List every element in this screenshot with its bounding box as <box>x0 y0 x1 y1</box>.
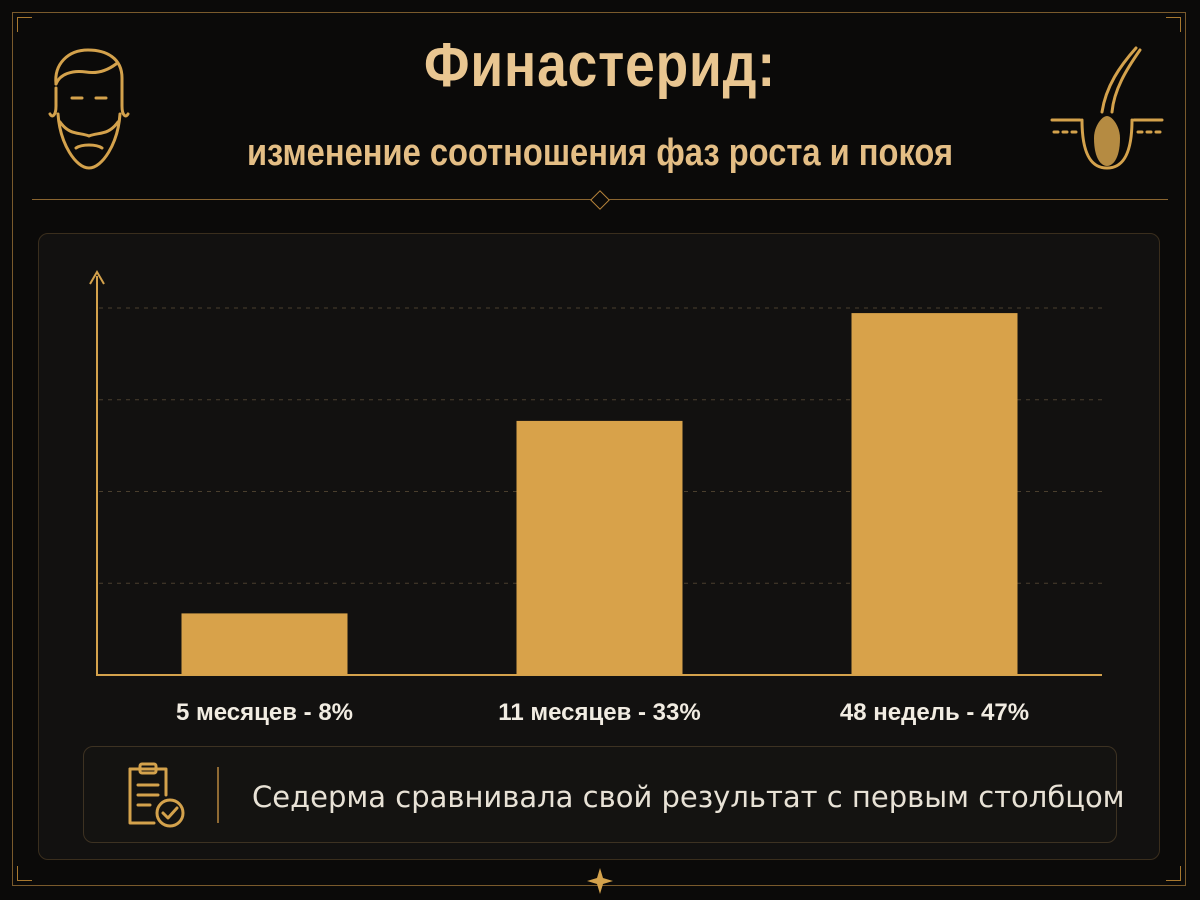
note-box: Седерма сравнивала свой результат с перв… <box>83 746 1125 843</box>
bar-1 <box>181 613 348 675</box>
note-text: Седерма сравнивала свой результат с перв… <box>252 780 1125 814</box>
note-divider <box>217 767 219 823</box>
sparkle-star-icon <box>587 868 613 894</box>
bar-2 <box>516 420 683 675</box>
x-tick-label: 48 недель - 47% <box>840 699 1029 726</box>
frame-corner <box>1166 17 1181 32</box>
hair-follicle-icon <box>1050 46 1164 170</box>
x-tick-label: 5 месяцев - 8% <box>176 699 353 726</box>
bearded-man-icon <box>48 48 130 170</box>
page-title: Финастерид: <box>424 31 776 100</box>
bar-3 <box>851 313 1018 675</box>
page-subtitle: изменение соотношения фаз роста и покоя <box>246 132 954 174</box>
frame-corner <box>1166 866 1181 881</box>
frame-corner <box>17 17 32 32</box>
frame-corner <box>17 866 32 881</box>
x-tick-label: 11 месяцев - 33% <box>498 699 700 726</box>
y-axis-arrow <box>89 270 105 285</box>
clipboard-check-icon <box>128 762 185 828</box>
